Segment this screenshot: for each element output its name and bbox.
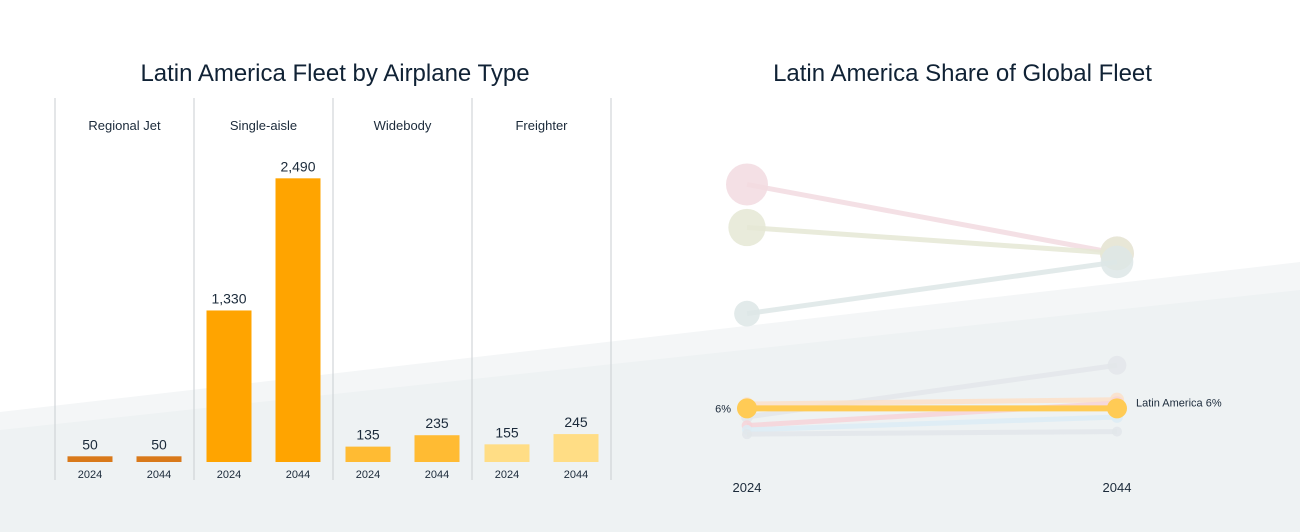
bar bbox=[67, 456, 113, 462]
bar bbox=[484, 444, 530, 462]
bar-value-label: 50 bbox=[151, 436, 167, 452]
x-tick-label: 2024 bbox=[356, 469, 380, 481]
bar bbox=[136, 456, 182, 462]
bar bbox=[275, 178, 321, 462]
x-tick-label: 2044 bbox=[286, 469, 310, 481]
bar-value-label: 245 bbox=[564, 414, 588, 430]
bar-value-label: 2,490 bbox=[280, 158, 315, 174]
fleet-chart-title: Latin America Fleet by Airplane Type bbox=[140, 60, 530, 87]
x-tick-label: 2024 bbox=[495, 469, 519, 481]
x-axis-label: 2024 bbox=[733, 480, 762, 495]
series-point bbox=[734, 300, 760, 327]
x-tick-label: 2024 bbox=[217, 469, 241, 481]
bar-value-label: 1,330 bbox=[211, 290, 246, 306]
series-point bbox=[742, 429, 752, 440]
series-line bbox=[746, 414, 1118, 433]
panel-label-widebody: Widebody bbox=[374, 118, 432, 133]
x-tick-label: 2024 bbox=[78, 469, 102, 481]
series-point bbox=[726, 163, 768, 206]
bar bbox=[345, 446, 391, 462]
highlight-series-label: Latin America 6% bbox=[1136, 397, 1222, 409]
bar bbox=[553, 434, 599, 462]
bar-value-label: 235 bbox=[425, 415, 449, 431]
bar bbox=[414, 435, 460, 462]
series-line bbox=[746, 181, 1118, 256]
bar-value-label: 135 bbox=[356, 427, 380, 443]
series-point bbox=[1107, 355, 1127, 375]
panel-label-regional-jet: Regional Jet bbox=[88, 118, 161, 133]
series-line bbox=[746, 397, 1118, 407]
x-axis-label: 2044 bbox=[1103, 480, 1132, 495]
fleet-bar-chart: Regional Jet 50 2024 50 2044 Single-aisle 1,33… bbox=[54, 98, 612, 481]
series-line bbox=[746, 429, 1118, 437]
share-chart-title: Latin America Share of Global Fleet bbox=[773, 60, 1152, 87]
bar-value-label: 50 bbox=[82, 436, 98, 452]
series-point bbox=[1112, 426, 1122, 437]
bar-value-label: 155 bbox=[495, 424, 519, 440]
highlight-point-start bbox=[737, 398, 757, 419]
series-line bbox=[746, 225, 1118, 256]
series-point bbox=[728, 208, 766, 247]
series-line bbox=[746, 259, 1118, 317]
highlight-point-end bbox=[1107, 398, 1127, 419]
bar bbox=[206, 310, 252, 462]
x-tick-label: 2044 bbox=[564, 469, 588, 481]
panel-label-freighter: Freighter bbox=[515, 118, 568, 133]
x-tick-label: 2044 bbox=[425, 469, 449, 481]
highlight-start-label: 6% bbox=[715, 403, 731, 415]
x-tick-label: 2044 bbox=[147, 469, 171, 481]
series-point bbox=[1100, 245, 1134, 279]
panel-label-single-aisle: Single-aisle bbox=[230, 118, 297, 133]
